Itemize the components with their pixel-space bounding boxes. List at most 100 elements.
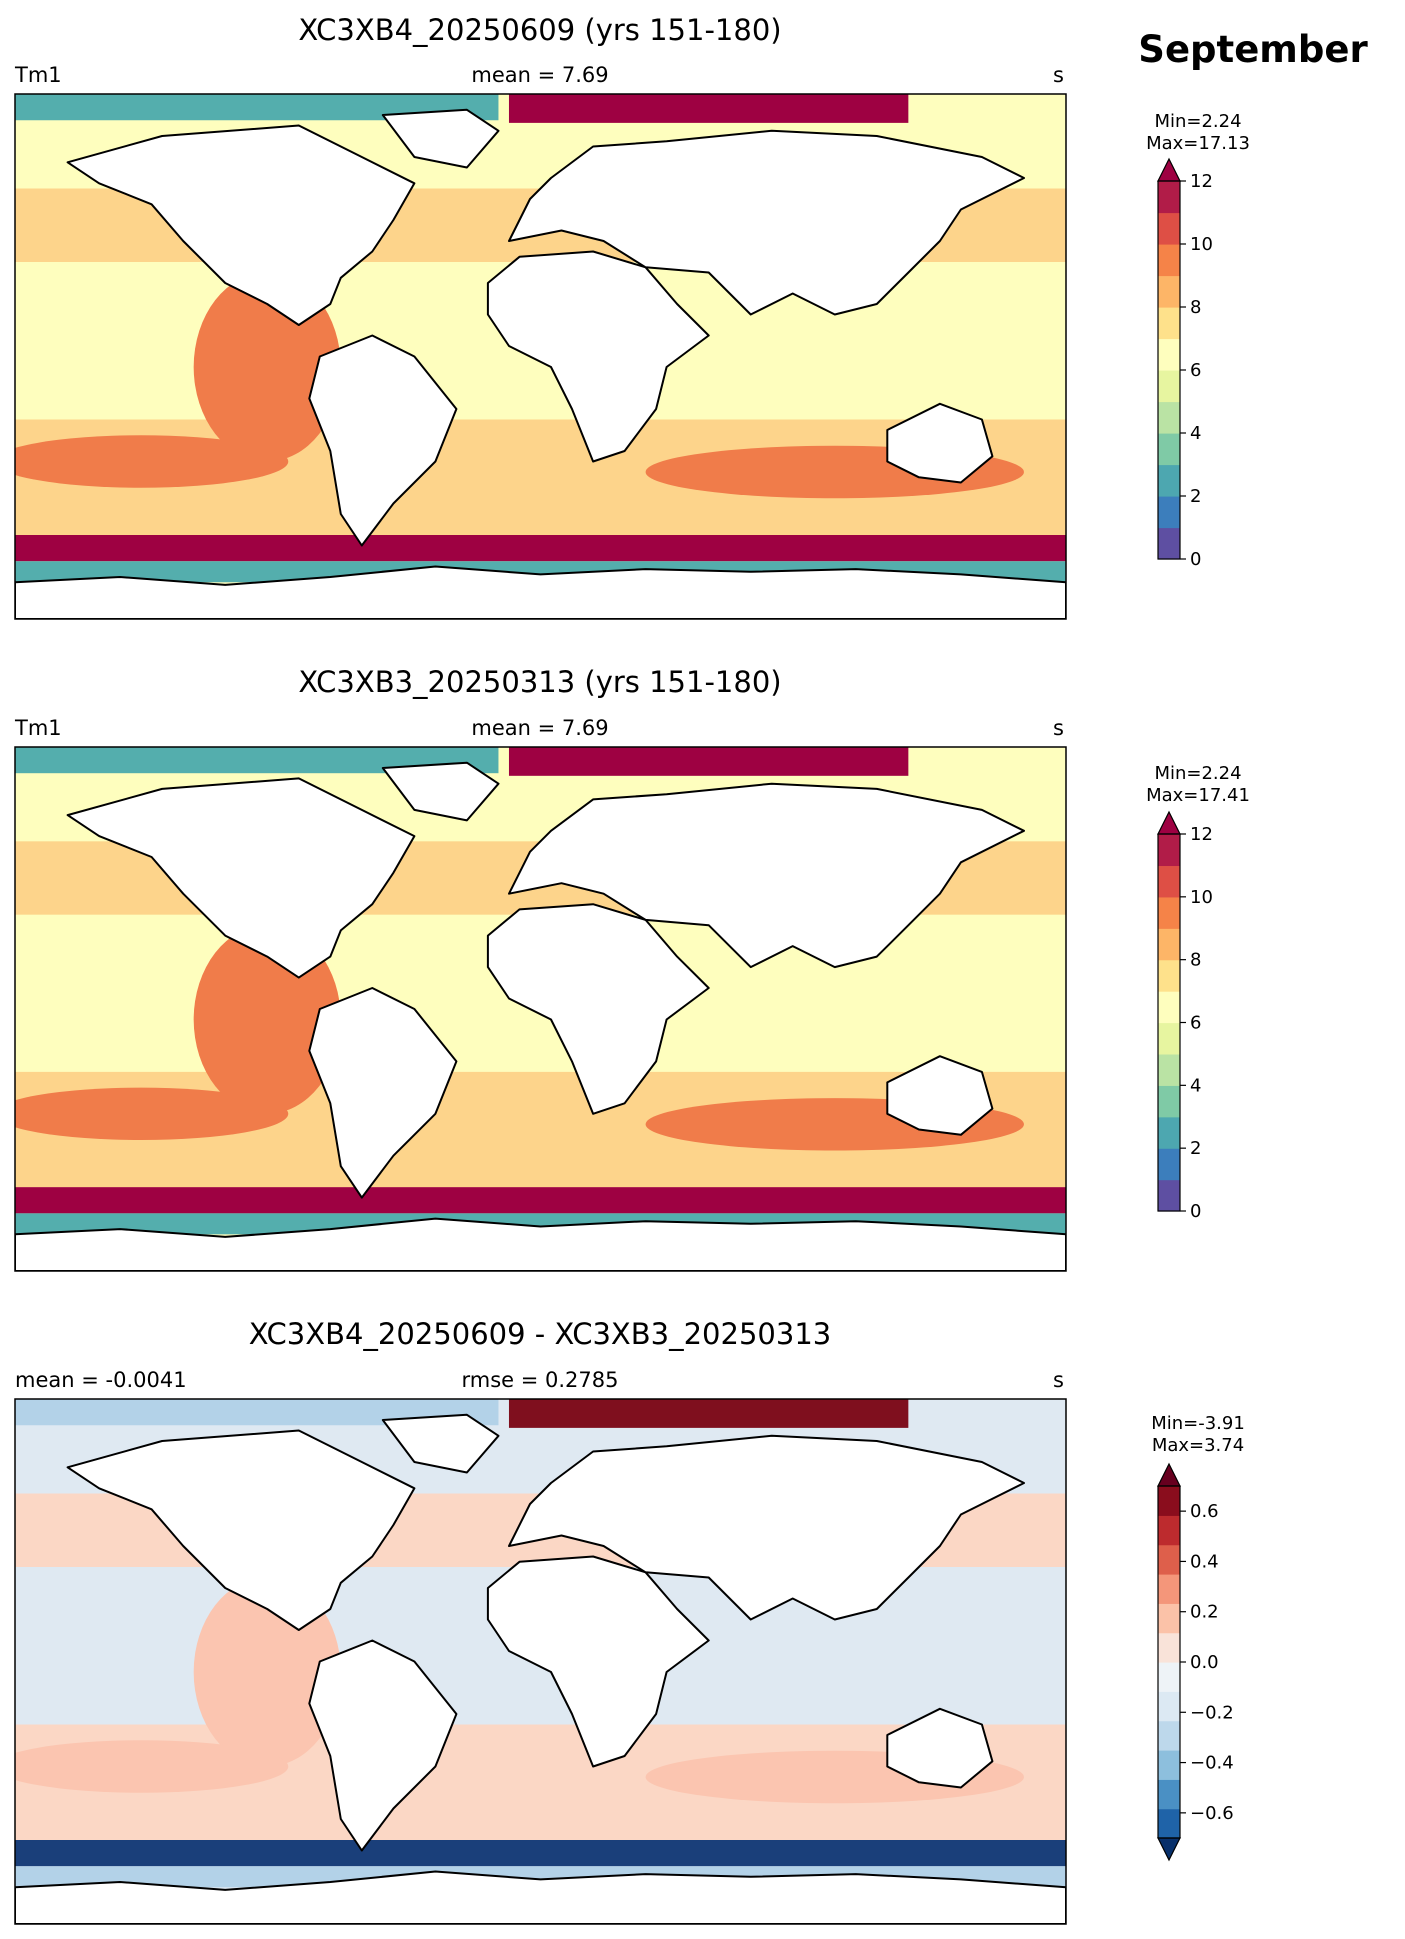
variable-label: Tm1 [14, 63, 62, 87]
colorbar-level [1158, 464, 1180, 497]
colorbar-extend-max [1157, 157, 1181, 182]
colorbar-level [1158, 181, 1180, 214]
colorbar-level [1158, 275, 1180, 308]
colorbar-tick-label: 12 [1190, 824, 1213, 845]
stats-max: Max=17.13 [1146, 133, 1250, 154]
land-eurasia [508, 1434, 1025, 1621]
land-africa [486, 903, 710, 1115]
stats-min: Min=2.24 [1154, 763, 1241, 784]
mean-label: mean = 7.69 [471, 716, 608, 740]
colorbar-tick-label: 2 [1190, 1138, 1201, 1159]
colorbar-tick-label: −0.4 [1190, 1753, 1234, 1774]
colorbar-level [1158, 1779, 1180, 1810]
units-label: s [1053, 63, 1064, 87]
southern-ocean-band [15, 1840, 1066, 1867]
colorbar: 0 2 4 6 8 10 12 [1157, 810, 1213, 1222]
land-north-america [66, 1429, 416, 1631]
colorbar-extend-min [1157, 1837, 1181, 1862]
south-pacific-swell [15, 1740, 289, 1793]
panel-title: XC3XB4_20250609 - XC3XB3_20250313 [249, 1317, 831, 1351]
colorbar-tick-label: −0.6 [1190, 1803, 1234, 1824]
stats-min: Min=-3.91 [1151, 1413, 1245, 1434]
colorbar-level [1158, 1085, 1180, 1118]
colorbar-level [1158, 1486, 1180, 1516]
colorbar-tick-label: 6 [1190, 1013, 1201, 1034]
map-frame [14, 1398, 1067, 1925]
land-antarctica [15, 565, 1066, 619]
colorbar-level [1158, 1691, 1180, 1722]
land-greenland [381, 761, 500, 822]
colorbar-level [1158, 401, 1180, 434]
mean-label: mean = -0.0041 [15, 1368, 187, 1392]
colorbar-level [1158, 865, 1180, 898]
land-south-america [308, 334, 458, 547]
variable-label: Tm1 [14, 716, 62, 740]
colorbar-tick-label: 6 [1190, 360, 1201, 381]
colorbar-tick-label: 0.0 [1190, 1652, 1219, 1673]
units-label: s [1053, 1368, 1064, 1392]
colorbar-level [1158, 433, 1180, 466]
units-label: s [1053, 716, 1064, 740]
colorbar-level [1158, 1808, 1180, 1839]
colorbar-level [1158, 1574, 1180, 1604]
colorbar-tick-label: 0 [1190, 549, 1201, 570]
land-greenland [381, 1413, 500, 1474]
southern-ocean-band [15, 1187, 1066, 1214]
colorbar-level [1158, 1662, 1180, 1692]
land-antarctica [15, 1217, 1066, 1271]
mean-label: mean = 7.69 [471, 63, 608, 87]
colorbar: 0 2 4 6 8 10 12 [1157, 157, 1213, 570]
colorbar-level [1158, 1116, 1180, 1149]
land-eurasia [508, 782, 1025, 969]
map-field [15, 94, 1066, 619]
panel-difference: XC3XB4_20250609 - XC3XB3_20250313 mean =… [14, 1317, 1245, 1925]
stats-min: Min=2.24 [1154, 111, 1241, 132]
colorbar-level [1158, 834, 1180, 867]
land-australia [886, 402, 994, 484]
colorbar-tick-label: 0.4 [1190, 1551, 1219, 1572]
colorbar-level [1158, 527, 1180, 560]
colorbar-level [1158, 896, 1180, 929]
land-south-america [308, 987, 458, 1199]
colorbar-level [1158, 1053, 1180, 1086]
colorbar-level [1158, 1750, 1180, 1780]
land-south-america [308, 1639, 458, 1852]
colorbar-level [1158, 928, 1180, 961]
land-north-america [66, 777, 416, 979]
colorbar-tick-label: 4 [1190, 423, 1201, 444]
land-greenland [381, 108, 500, 169]
panel-title: XC3XB3_20250313 (yrs 151-180) [298, 665, 781, 699]
panel-title: XC3XB4_20250609 (yrs 151-180) [298, 13, 781, 47]
stats-max: Max=17.41 [1146, 785, 1250, 806]
colorbar-level [1158, 496, 1180, 529]
land-australia [886, 1055, 994, 1136]
land-antarctica [15, 1870, 1066, 1924]
colorbar-tick-label: 0 [1190, 1201, 1201, 1222]
colorbar-level [1158, 1022, 1180, 1055]
colorbar-tick-label: 12 [1190, 171, 1213, 192]
colorbar-tick-label: 8 [1190, 297, 1201, 318]
land-africa [486, 1555, 710, 1768]
arctic-sea-band [508, 94, 909, 123]
rmse-label: rmse = 0.2785 [461, 1368, 618, 1392]
land-eurasia [508, 129, 1025, 316]
land-africa [486, 250, 710, 463]
colorbar-level [1158, 370, 1180, 403]
colorbar-level [1158, 1179, 1180, 1212]
colorbar-tick-label: −0.2 [1190, 1702, 1234, 1723]
map-frame [14, 746, 1067, 1272]
colorbar-extend-max [1157, 1462, 1181, 1487]
map-frame [14, 93, 1067, 620]
map-field [15, 747, 1066, 1271]
land-north-america [66, 124, 416, 326]
south-pacific-swell [15, 1087, 289, 1140]
colorbar-level [1158, 959, 1180, 992]
colorbar-level [1158, 338, 1180, 371]
colorbar-level [1158, 1603, 1180, 1634]
colorbar-tick-label: 4 [1190, 1075, 1201, 1096]
arctic-sea-band [508, 747, 909, 776]
colorbar-tick-label: 0.2 [1190, 1602, 1219, 1623]
arctic-sea-band [508, 1399, 909, 1428]
panel-model-b: XC3XB3_20250313 (yrs 151-180) Tm1 mean =… [14, 665, 1250, 1272]
colorbar-level [1158, 1720, 1180, 1751]
